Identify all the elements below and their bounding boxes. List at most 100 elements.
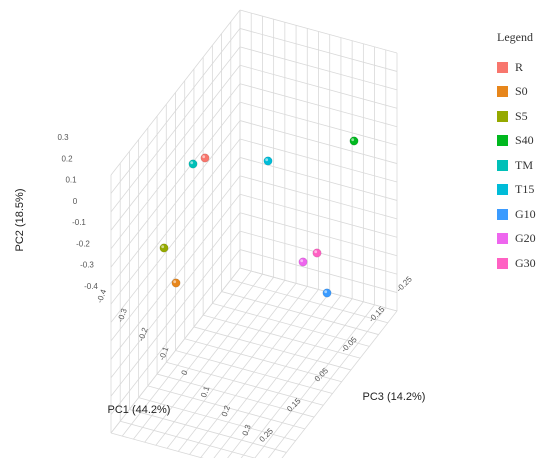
data-point-highlight: [300, 259, 304, 263]
left-wall-gridline: [110, 138, 241, 305]
z-tick-label: 0.05: [313, 366, 331, 384]
floor-gridline: [240, 301, 364, 458]
floor-gridline: [189, 289, 319, 455]
y-axis-ticks: 0.3 0.2 0.1 0 -0.1 -0.2 -0.3 -0.4: [57, 133, 98, 291]
z-tick-label: -0.05: [339, 335, 359, 355]
legend-item-s40: S40: [497, 129, 549, 154]
data-point-highlight: [190, 161, 194, 165]
right-wall-gridline: [239, 64, 398, 109]
y-tick-label: -0.1: [72, 218, 86, 227]
y-tick-label: 0.2: [61, 154, 73, 163]
legend-item-tm: TM: [497, 153, 549, 178]
floor-gridline: [110, 432, 204, 458]
y-tick-label: 0.3: [57, 133, 69, 142]
left-wall-gridline: [110, 28, 241, 194]
legend-swatch: [497, 86, 508, 98]
right-wall-gridline: [239, 83, 398, 128]
legend-item-r: R: [497, 55, 549, 80]
y-tick-label: -0.4: [84, 282, 98, 291]
legend-swatch: [497, 257, 508, 269]
data-point-g30: [312, 248, 322, 258]
legend: Legend R S0 S5 S40 TM T15 G10 G20 G30: [497, 30, 549, 276]
data-point-g10: [322, 288, 332, 298]
legend-item-t15: T15: [497, 178, 549, 203]
left-wall-gridline: [110, 9, 241, 176]
legend-items: R S0 S5 S40 TM T15 G10 G20 G30: [497, 55, 549, 276]
floor-gridline: [120, 420, 257, 458]
legend-item-g20: G20: [497, 227, 549, 252]
grid-left-wall: [110, 9, 241, 434]
left-wall-gridline: [110, 65, 241, 231]
data-point-highlight: [265, 158, 269, 162]
y-tick-label: -0.2: [76, 239, 90, 248]
legend-title: Legend: [497, 30, 533, 44]
left-wall-gridline: [110, 46, 241, 213]
grid-floor: [110, 267, 398, 458]
floor-gridline: [213, 295, 342, 458]
legend-label: S0: [515, 84, 528, 99]
right-wall-gridline: [239, 138, 398, 183]
legend-label: G20: [515, 231, 536, 246]
left-wall-gridline: [110, 101, 241, 268]
floor-gridline: [129, 409, 287, 453]
y-axis-title: PC2 (18.5%): [14, 189, 26, 252]
legend-swatch: [497, 159, 508, 171]
right-wall-gridline: [239, 28, 398, 72]
data-point-highlight: [314, 250, 318, 254]
legend-item-g30: G30: [497, 251, 549, 276]
floor-gridline: [138, 397, 296, 442]
legend-label: T15: [515, 182, 535, 197]
legend-swatch: [497, 208, 508, 220]
data-points: [159, 136, 359, 298]
z-tick-label: -0.25: [395, 274, 415, 294]
floor-gridline: [267, 307, 387, 458]
legend-label: G30: [515, 255, 536, 270]
floor-gridline: [254, 304, 375, 458]
legend-swatch: [497, 61, 508, 73]
floor-gridline: [147, 385, 305, 430]
data-point-highlight: [173, 280, 177, 284]
y-tick-label: 0.1: [65, 176, 77, 185]
floor-gridline: [200, 292, 331, 458]
legend-label: G10: [515, 206, 536, 221]
y-tick-label: 0: [73, 197, 78, 206]
legend-label: TM: [515, 157, 533, 172]
legend-label: S40: [515, 133, 534, 148]
data-point-highlight: [351, 138, 355, 142]
x-tick-label: 0.2: [220, 404, 232, 418]
legend-swatch: [497, 135, 508, 147]
floor-gridline: [281, 310, 398, 458]
grid-right-wall: [239, 9, 398, 312]
right-wall-gridline: [239, 120, 398, 164]
z-axis-ticks: -0.25-0.15-0.050.050.150.25: [258, 274, 415, 444]
left-wall-gridline: [110, 120, 241, 286]
data-point-g20: [298, 257, 308, 267]
data-point-tm: [188, 159, 198, 169]
data-point-t15: [263, 156, 273, 166]
data-point-r: [200, 153, 210, 163]
data-point-s5: [159, 243, 169, 253]
x-tick-label: 0: [180, 369, 190, 377]
floor-gridline: [227, 298, 353, 458]
legend-swatch: [497, 110, 508, 122]
data-point-highlight: [324, 290, 328, 294]
floor-gridline: [166, 361, 324, 406]
legend-label: R: [515, 59, 524, 74]
x-tick-label: 0.1: [199, 385, 211, 399]
legend-item-g10: G10: [497, 202, 549, 227]
legend-item-s5: S5: [497, 104, 549, 129]
y-tick-label: -0.3: [80, 261, 94, 270]
legend-swatch: [497, 233, 508, 245]
right-wall-gridline: [239, 46, 398, 91]
data-point-highlight: [161, 245, 165, 249]
x-tick-label: 0.3: [241, 423, 253, 437]
right-wall-gridline: [239, 9, 398, 54]
legend-label: S5: [515, 108, 528, 123]
z-tick-label: 0.25: [258, 426, 276, 444]
left-wall-gridline: [110, 83, 241, 249]
data-point-s40: [349, 136, 359, 146]
x-axis-ticks: -0.4-0.3-0.2-0.100.10.20.3: [95, 288, 253, 437]
legend-swatch: [497, 184, 508, 196]
legend-item-s0: S0: [497, 80, 549, 105]
